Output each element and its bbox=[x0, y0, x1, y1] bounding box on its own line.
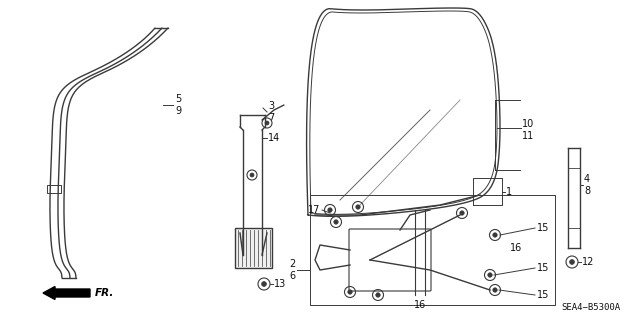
Text: 14: 14 bbox=[268, 133, 280, 143]
Circle shape bbox=[348, 290, 352, 294]
Circle shape bbox=[356, 205, 360, 209]
Text: 15: 15 bbox=[537, 290, 549, 300]
Circle shape bbox=[262, 282, 266, 286]
Text: 1: 1 bbox=[506, 187, 512, 197]
Circle shape bbox=[334, 220, 338, 224]
Circle shape bbox=[328, 208, 332, 212]
Text: 15: 15 bbox=[537, 263, 549, 273]
Bar bbox=[235, 228, 272, 268]
Circle shape bbox=[250, 173, 254, 177]
Text: 17: 17 bbox=[308, 205, 320, 215]
Circle shape bbox=[488, 273, 492, 277]
Circle shape bbox=[493, 288, 497, 292]
Circle shape bbox=[570, 260, 575, 264]
Circle shape bbox=[376, 293, 380, 297]
Text: 2
6: 2 6 bbox=[290, 259, 296, 281]
Text: 10
11: 10 11 bbox=[522, 119, 534, 141]
Circle shape bbox=[265, 121, 269, 125]
Text: 16: 16 bbox=[414, 300, 426, 310]
Text: 4
8: 4 8 bbox=[584, 174, 590, 196]
FancyArrow shape bbox=[43, 286, 90, 300]
Text: 5
9: 5 9 bbox=[175, 94, 181, 116]
Bar bbox=[47, 185, 61, 193]
Text: 3
7: 3 7 bbox=[268, 101, 275, 123]
Circle shape bbox=[493, 233, 497, 237]
Text: SEA4−B5300A: SEA4−B5300A bbox=[561, 303, 620, 313]
Text: 15: 15 bbox=[537, 223, 549, 233]
Text: FR.: FR. bbox=[95, 288, 115, 298]
Text: 16: 16 bbox=[510, 243, 522, 253]
Text: 13: 13 bbox=[274, 279, 286, 289]
Text: 12: 12 bbox=[582, 257, 595, 267]
Circle shape bbox=[460, 211, 464, 215]
